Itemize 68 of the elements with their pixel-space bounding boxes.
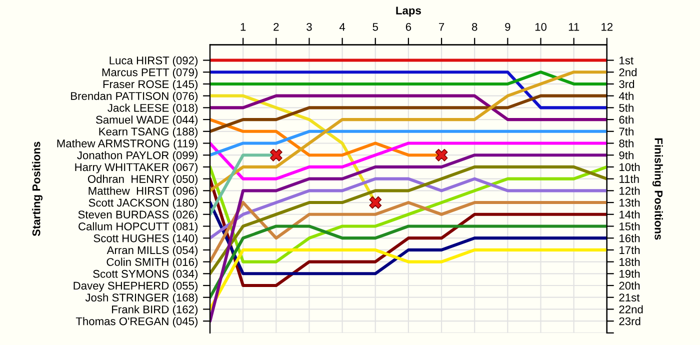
y-tick-label: 18th — [620, 258, 640, 266]
y-tick-label: 16th — [620, 234, 640, 242]
y-tick-label: 20th — [619, 281, 640, 290]
text: Fraser ROSE (145) — [103, 80, 198, 90]
y-tick-label: 12th — [620, 186, 640, 195]
text: Samuel WADE (044) — [96, 116, 198, 126]
text: Matthew HIRST (096) — [88, 186, 198, 197]
text: Colin SMITH (016) — [106, 258, 198, 268]
text: Starting Positions — [32, 142, 42, 236]
text: Odhran HENRY (050) — [88, 174, 198, 186]
y-tick-label: 8th — [619, 139, 634, 148]
text: Kearn TSANG (188) — [99, 127, 198, 138]
text: Scott JACKSON (180) — [88, 198, 198, 209]
x-tick-label: 4 — [339, 23, 346, 31]
line-series — [210, 94, 607, 133]
text: Jack LEESE (018) — [108, 104, 198, 114]
y-tick-label: 1st — [620, 56, 634, 64]
text: Marcus PETT (079) — [102, 68, 198, 78]
line-series — [210, 70, 607, 192]
text: Josh STRINGER (168) — [85, 293, 198, 304]
x-tick-label: 12 — [602, 22, 613, 31]
x-tick-label: 5 — [372, 23, 378, 31]
line-series — [210, 142, 607, 180]
text: Davey SHEPHERD (055) — [74, 281, 198, 292]
x-axis-title: Laps — [396, 6, 421, 17]
y-tick-label: 11th — [620, 174, 639, 183]
y-tick-label: 7th — [619, 127, 634, 136]
text: Steven BURDASS (026) — [78, 210, 198, 221]
y-tick-label: 22nd — [619, 305, 643, 314]
text: Harry WHITTAKER (067) — [75, 162, 198, 174]
x-tick-label: 7 — [439, 23, 444, 31]
y-tick-label: 14th — [620, 210, 640, 218]
text: Frank BIRD (162) — [112, 305, 198, 316]
line-series — [210, 177, 607, 240]
y-tick-label: 19th — [620, 270, 640, 278]
text: Arran MILLS (054) — [106, 246, 198, 256]
x-tick-label: 6 — [406, 22, 412, 31]
text: Callum HOPCUTT (081) — [78, 222, 198, 233]
x-tick-label: 9 — [505, 22, 510, 31]
x-tick-label: 11 — [568, 23, 580, 31]
y-tick-label: 15th — [620, 222, 640, 230]
y-tick-label: 3rd — [619, 80, 634, 88]
y-tick-label: 5th — [619, 104, 634, 112]
y-tick-label: 13th — [620, 198, 640, 207]
y-tick-label: 4th — [618, 92, 634, 100]
y-tick-label: 21st — [619, 294, 640, 302]
text: Thomas O'REGAN (045) — [76, 317, 198, 328]
x-tick-label: 10 — [535, 22, 546, 31]
y-tick-label: 9th — [619, 151, 634, 160]
text: Mathew ARMSTRONG (119) — [57, 139, 198, 150]
y-tick-label: 17th — [620, 246, 640, 254]
x-tick-label: 1 — [240, 23, 246, 31]
text: Scott HUGHES (140) — [94, 234, 198, 244]
line-series — [210, 200, 607, 276]
x-tick-label: 2 — [274, 22, 279, 31]
text: Brendan PATTISON (076) — [71, 92, 198, 102]
line-series — [210, 154, 607, 323]
text: Luca HIRST (092) — [110, 56, 198, 67]
y-tick-label: 2nd — [619, 68, 637, 76]
text: Jonathon PAYLOR (099) — [77, 151, 198, 162]
line-series — [210, 200, 607, 264]
y-axis-title: Finishing Positions — [652, 138, 663, 240]
y-tick-label: 10th — [620, 162, 640, 172]
text: Scott SYMONS (034) — [93, 270, 198, 280]
x-tick-label: 8 — [472, 22, 478, 31]
x-tick-label: 3 — [306, 22, 312, 31]
y-tick-label: 23rd — [619, 317, 640, 326]
y-tick-label: 6th — [619, 116, 634, 124]
